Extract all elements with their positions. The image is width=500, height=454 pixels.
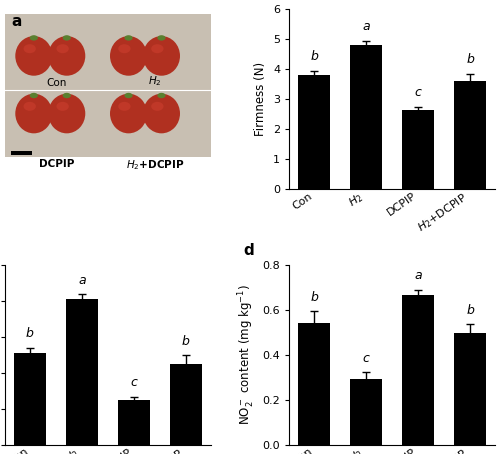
Text: b: b xyxy=(26,327,34,340)
Bar xyxy=(454,81,486,189)
Text: Con: Con xyxy=(46,78,66,88)
Ellipse shape xyxy=(56,102,69,111)
Bar xyxy=(5,15,211,157)
Bar xyxy=(118,400,150,445)
Text: $H_2$+DCPIP: $H_2$+DCPIP xyxy=(126,158,184,173)
Ellipse shape xyxy=(143,36,180,76)
Ellipse shape xyxy=(118,102,130,111)
Ellipse shape xyxy=(16,36,52,76)
Ellipse shape xyxy=(124,35,132,40)
Ellipse shape xyxy=(30,35,38,40)
Bar xyxy=(298,75,330,189)
Bar xyxy=(402,295,434,445)
Text: a: a xyxy=(362,20,370,34)
Text: b: b xyxy=(466,304,474,317)
Ellipse shape xyxy=(151,44,164,53)
Bar xyxy=(350,379,382,445)
Ellipse shape xyxy=(62,93,71,98)
Ellipse shape xyxy=(158,35,166,40)
Text: b: b xyxy=(182,335,190,348)
Ellipse shape xyxy=(151,102,164,111)
Ellipse shape xyxy=(56,44,69,53)
Ellipse shape xyxy=(124,93,132,98)
Ellipse shape xyxy=(48,36,86,76)
Bar xyxy=(350,45,382,189)
Text: b: b xyxy=(244,0,254,2)
Text: c: c xyxy=(362,351,370,365)
Text: $H_2$: $H_2$ xyxy=(148,74,162,88)
Ellipse shape xyxy=(158,93,166,98)
Bar xyxy=(298,323,330,445)
Ellipse shape xyxy=(62,35,71,40)
Ellipse shape xyxy=(30,93,38,98)
Y-axis label: NO$_2^-$ content (mg kg$^{-1}$): NO$_2^-$ content (mg kg$^{-1}$) xyxy=(236,285,257,425)
Ellipse shape xyxy=(143,94,180,133)
Bar xyxy=(454,334,486,445)
Text: a: a xyxy=(11,15,22,30)
Bar xyxy=(11,151,32,155)
Bar xyxy=(14,353,46,445)
Text: b: b xyxy=(310,50,318,64)
Text: b: b xyxy=(310,291,318,304)
Ellipse shape xyxy=(110,94,147,133)
Ellipse shape xyxy=(118,44,130,53)
Bar xyxy=(66,299,98,445)
Ellipse shape xyxy=(24,44,36,53)
Text: a: a xyxy=(78,274,86,287)
Bar xyxy=(402,109,434,189)
Ellipse shape xyxy=(16,94,52,133)
Text: b: b xyxy=(466,54,474,66)
Text: d: d xyxy=(244,242,254,257)
Ellipse shape xyxy=(48,94,86,133)
Text: c: c xyxy=(414,86,422,99)
Ellipse shape xyxy=(24,102,36,111)
Text: a: a xyxy=(414,269,422,282)
Text: DCPIP: DCPIP xyxy=(39,158,74,168)
Bar xyxy=(170,364,202,445)
Y-axis label: Firmness (N): Firmness (N) xyxy=(254,62,268,136)
Ellipse shape xyxy=(110,36,147,76)
Text: c: c xyxy=(130,376,138,390)
